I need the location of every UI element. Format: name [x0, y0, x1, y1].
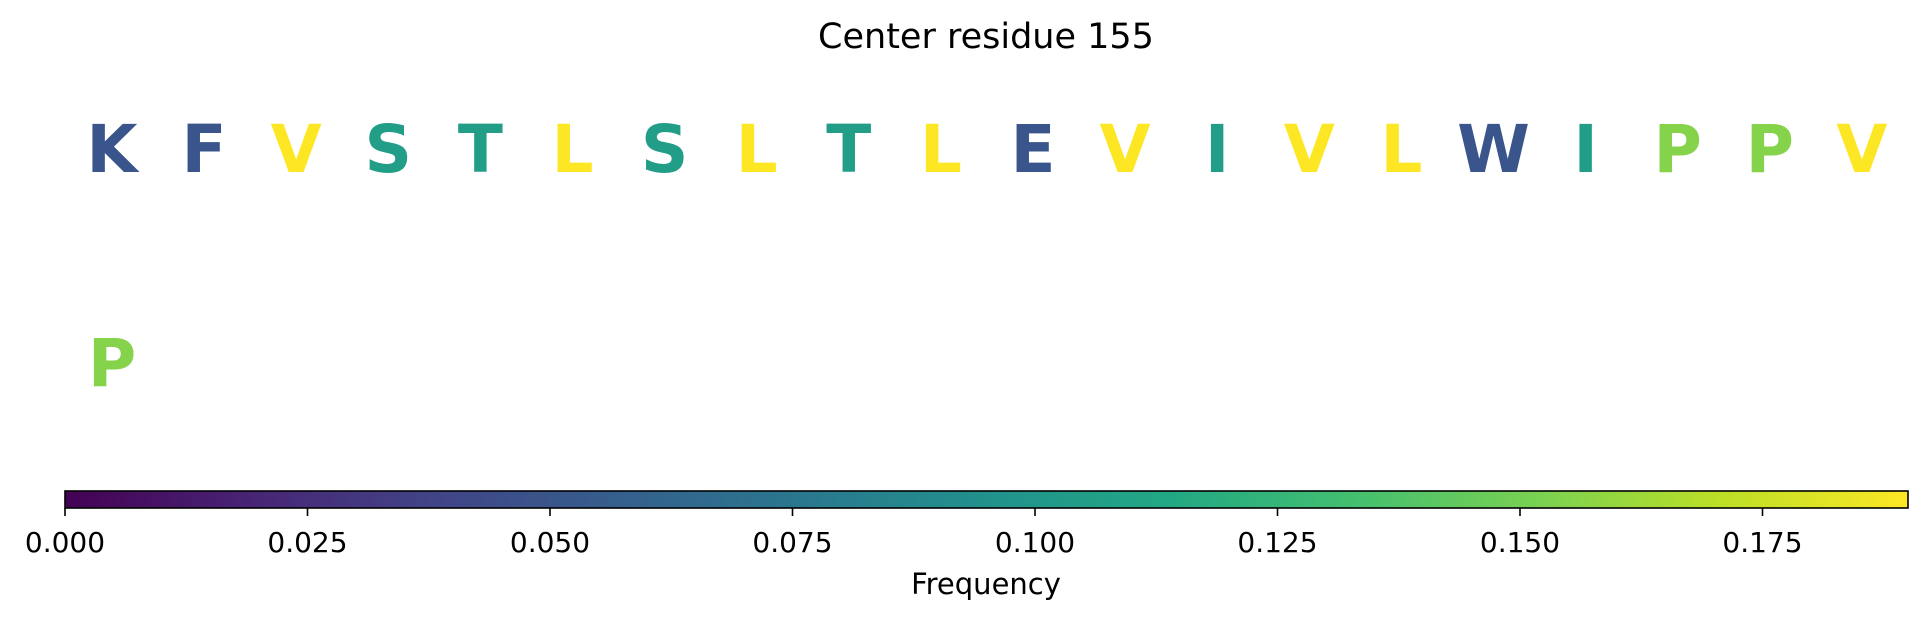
residue-t-r1-c5: T: [458, 111, 503, 188]
residue-p-r2-c1: P: [88, 325, 136, 402]
chart-title: Center residue 155: [818, 17, 1154, 57]
residue-v-r1-c20: V: [1836, 111, 1887, 188]
colorbar-tick-label-8: 0.175: [1722, 526, 1802, 559]
colorbar-tick-label-7: 0.150: [1480, 526, 1560, 559]
colorbar-tick-label-5: 0.100: [995, 526, 1075, 559]
residue-v-r1-c3: V: [271, 111, 322, 188]
residue-t-r1-c9: T: [826, 111, 871, 188]
colorbar: [64, 490, 1909, 509]
residue-i-r1-c13: I: [1205, 111, 1230, 188]
residue-v-r1-c12: V: [1100, 111, 1151, 188]
residue-f-r1-c2: F: [182, 111, 227, 188]
colorbar-tick-label-4: 0.075: [752, 526, 832, 559]
residue-w-r1-c16: W: [1457, 111, 1530, 188]
colorbar-tick-label-2: 0.025: [267, 526, 347, 559]
colorbar-tick-label-3: 0.050: [510, 526, 590, 559]
colorbar-tick-label-6: 0.125: [1237, 526, 1317, 559]
residue-e-r1-c11: E: [1010, 111, 1055, 188]
colorbar-ticks: 0.000 0.025 0.050 0.075 0.100 0.125 0.150 0.175: [25, 508, 1803, 559]
colorbar-label: Frequency: [911, 567, 1061, 601]
residue-p-r1-c18: P: [1654, 111, 1702, 188]
residue-k-r1-c1: K: [86, 111, 140, 188]
residue-grid: K F V S T L S L T L E V I V L W I P P VP: [86, 111, 1887, 402]
residue-l-r1-c15: L: [1380, 111, 1422, 188]
residue-l-r1-c8: L: [736, 111, 778, 188]
residue-l-r1-c10: L: [920, 111, 962, 188]
residue-s-r1-c4: S: [365, 111, 413, 188]
residue-l-r1-c6: L: [551, 111, 593, 188]
residue-s-r1-c7: S: [641, 111, 689, 188]
residue-i-r1-c17: I: [1573, 111, 1598, 188]
residue-v-r1-c14: V: [1284, 111, 1335, 188]
colorbar-tick-label-1: 0.000: [25, 526, 105, 559]
residue-p-r1-c19: P: [1746, 111, 1794, 188]
